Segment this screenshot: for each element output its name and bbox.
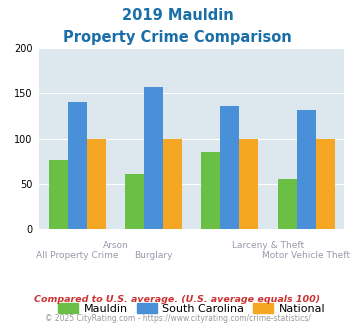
Bar [316, 139, 335, 229]
Text: 2019 Mauldin: 2019 Mauldin [122, 8, 233, 23]
Bar [68, 102, 87, 229]
Text: © 2025 CityRating.com - https://www.cityrating.com/crime-statistics/: © 2025 CityRating.com - https://www.city… [45, 314, 310, 323]
Text: Arson: Arson [103, 241, 128, 250]
Bar [49, 160, 68, 229]
Bar [297, 111, 316, 229]
Bar [278, 180, 297, 229]
Bar [125, 174, 144, 229]
Text: Burglary: Burglary [134, 251, 173, 260]
Legend: Mauldin, South Carolina, National: Mauldin, South Carolina, National [54, 298, 330, 318]
Bar [220, 106, 239, 229]
Bar [144, 87, 163, 229]
Bar [239, 139, 258, 229]
Bar [87, 139, 106, 229]
Text: Compared to U.S. average. (U.S. average equals 100): Compared to U.S. average. (U.S. average … [34, 295, 321, 304]
Bar [163, 139, 182, 229]
Text: Motor Vehicle Theft: Motor Vehicle Theft [262, 251, 350, 260]
Text: Larceny & Theft: Larceny & Theft [232, 241, 304, 250]
Bar [201, 152, 220, 229]
Text: All Property Crime: All Property Crime [36, 251, 119, 260]
Text: Property Crime Comparison: Property Crime Comparison [63, 30, 292, 45]
